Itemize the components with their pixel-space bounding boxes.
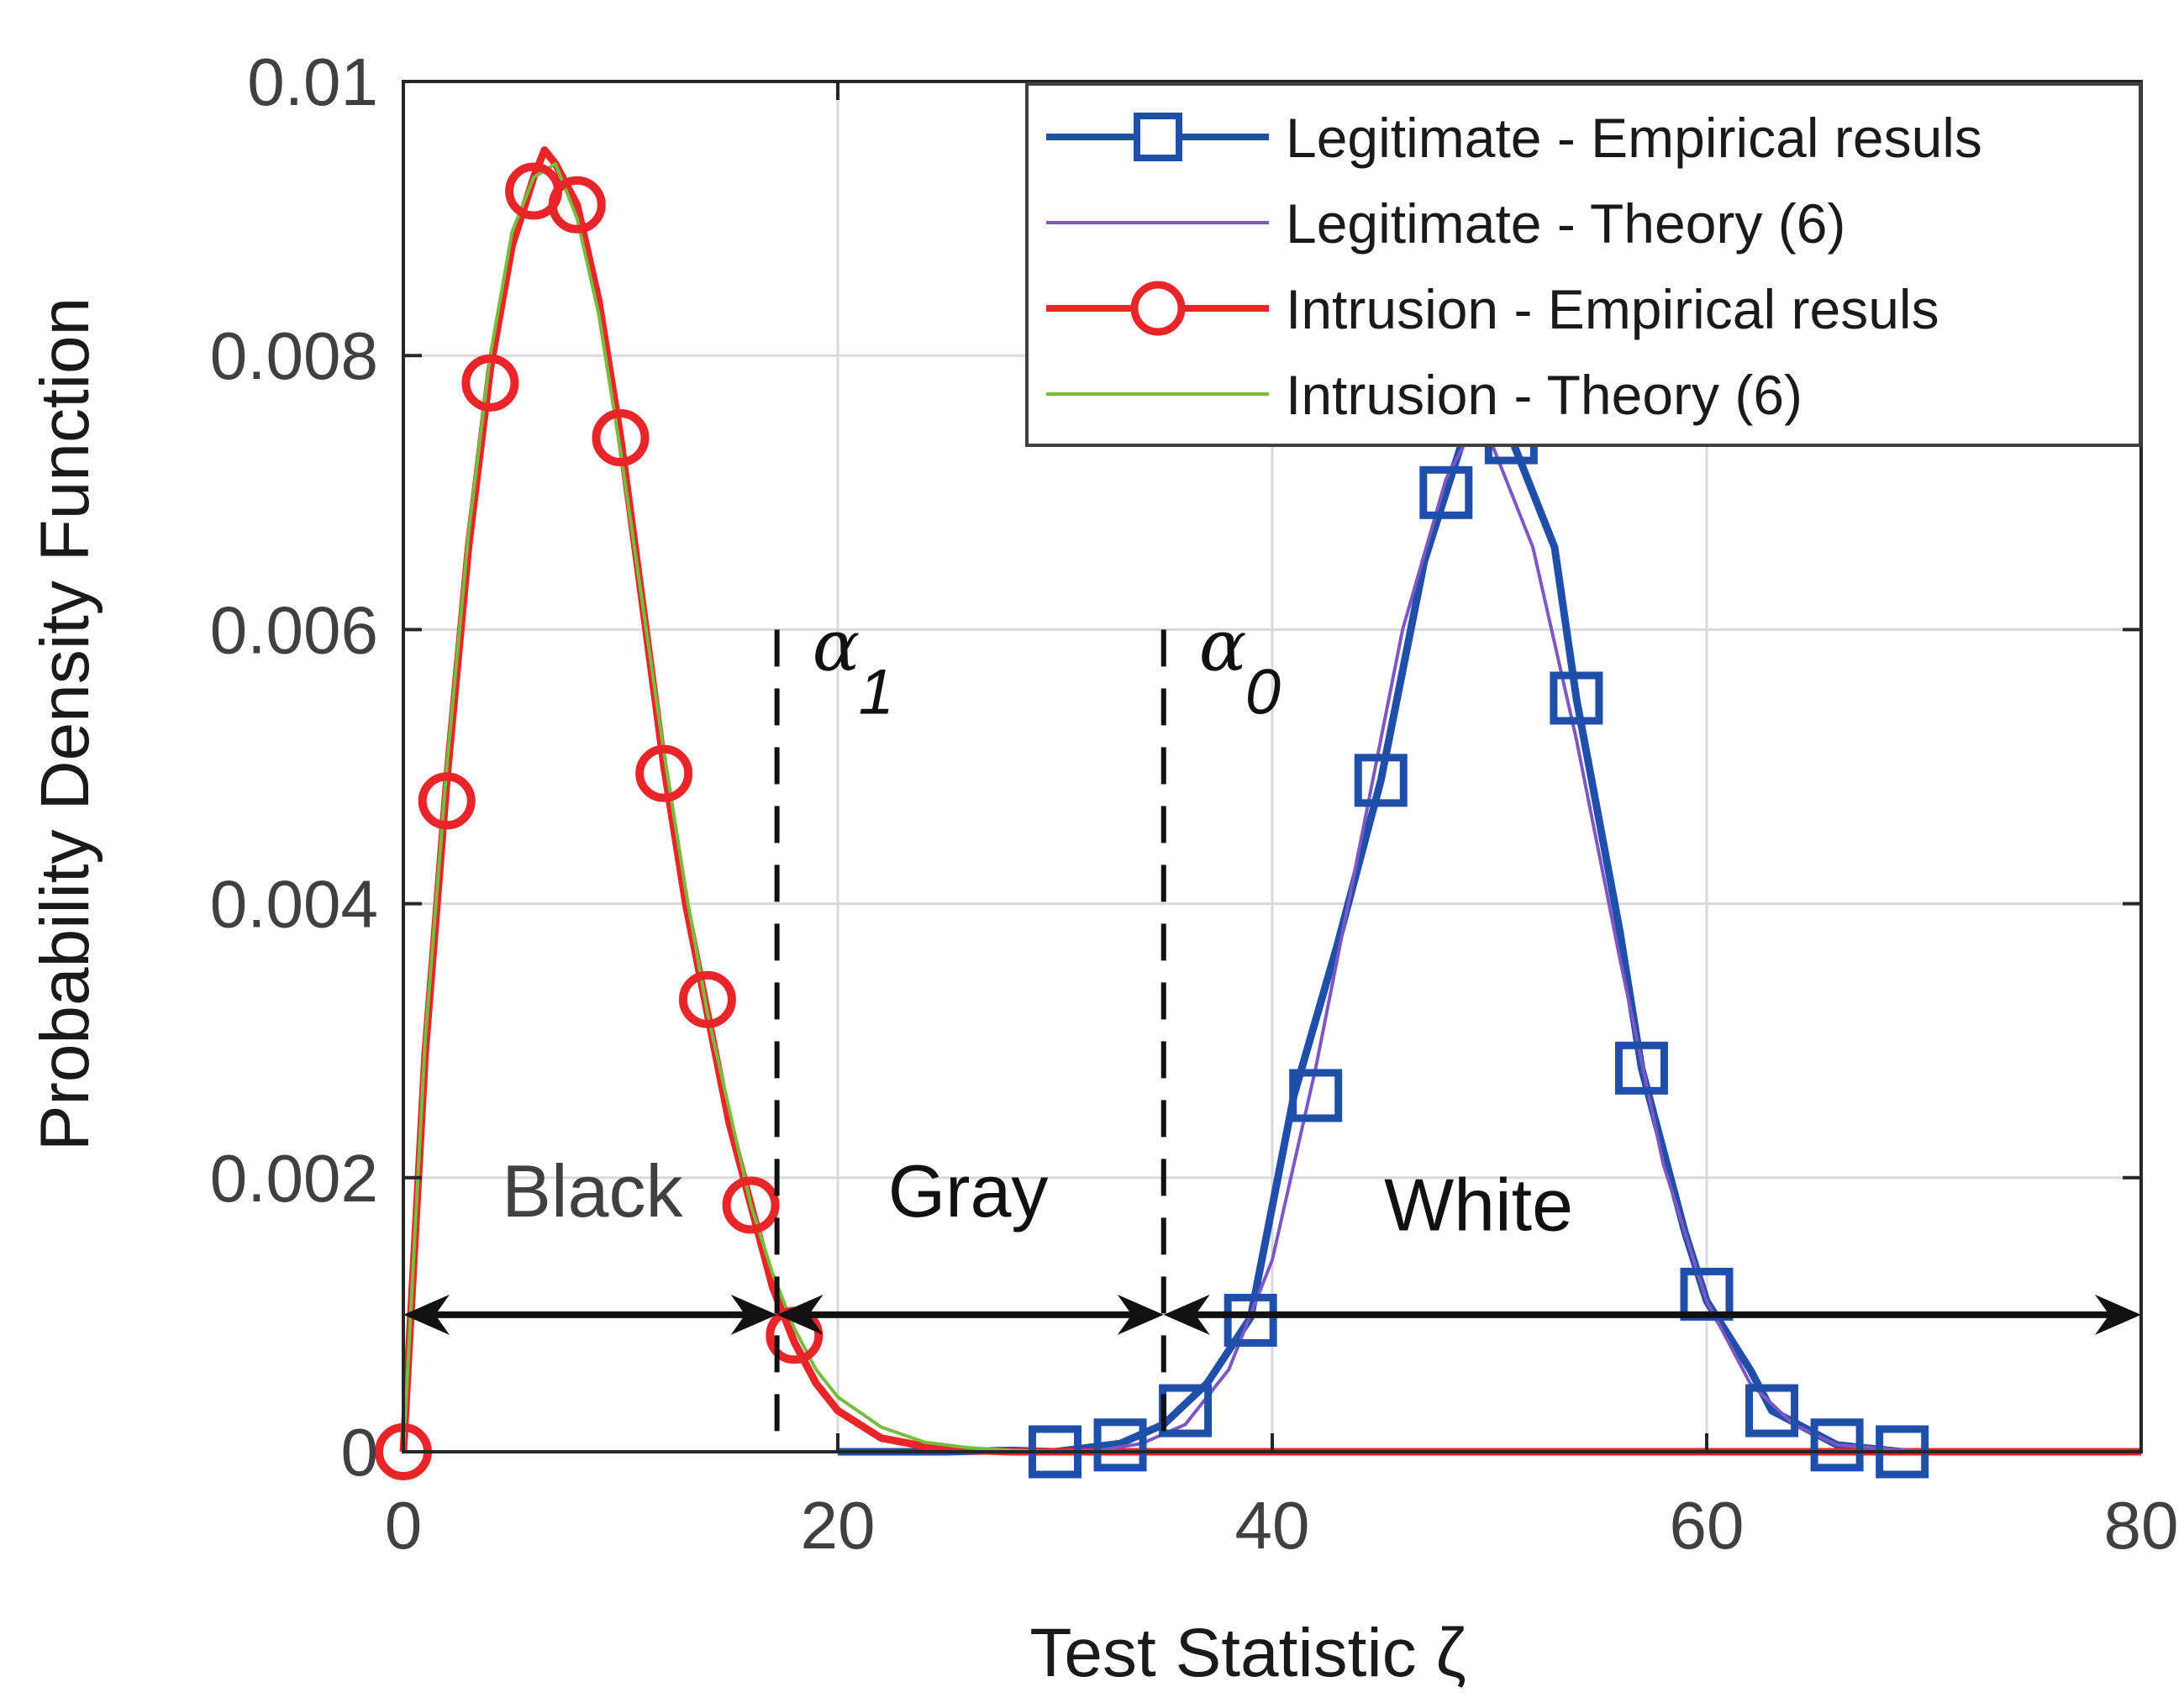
legitimate-square-marker — [1093, 1418, 1147, 1472]
threshold-label-0: α — [813, 604, 860, 686]
legitimate-square-marker — [1419, 465, 1473, 519]
intrusion-circle-marker — [722, 1176, 780, 1234]
intrusion-circle-marker — [678, 970, 736, 1028]
y-tick-label: 0.006 — [210, 592, 378, 667]
region-label-gray: Gray — [888, 1149, 1049, 1233]
legend-marker-square — [1134, 113, 1182, 161]
y-tick-label: 0.004 — [210, 867, 378, 942]
intrusion-circle-marker — [418, 772, 476, 830]
arrow-head-left-1 — [776, 1294, 824, 1335]
threshold-subscript-0: 1 — [859, 656, 894, 728]
arrow-head-left-2 — [1163, 1294, 1210, 1335]
x-tick-label: 40 — [1235, 1488, 1310, 1563]
arrow-head-right-0 — [730, 1294, 777, 1335]
legitimate-square-marker — [1550, 671, 1603, 725]
legend-box — [1025, 82, 2142, 447]
y-tick-label: 0.008 — [210, 318, 378, 393]
legitimate-square-marker — [1354, 754, 1408, 807]
x-axis-title: Test Statistic ζ — [1029, 1615, 1466, 1691]
legend-label-legit-theory: Legitimate - Theory (6) — [1286, 192, 1845, 255]
y-tick-label: 0.01 — [247, 45, 378, 119]
legend: Legitimate - Empirical resuls Legitimate… — [1025, 82, 2142, 447]
arrow-head-right-2 — [2095, 1294, 2141, 1335]
threshold-subscript-1: 0 — [1245, 656, 1281, 728]
x-tick-label: 0 — [385, 1488, 423, 1563]
intrusion-circle-marker — [592, 409, 650, 467]
intrusion-circle-marker — [548, 176, 606, 234]
y-tick-label: 0.002 — [210, 1141, 378, 1216]
axes: 0 20 40 60 80 0 0.002 0.004 0.006 0.008 0.01 — [210, 45, 2179, 1563]
threshold-label-1: α — [1199, 604, 1247, 686]
arrow-head-left-0 — [403, 1294, 450, 1335]
y-tick-label: 0 — [341, 1415, 379, 1490]
legend-marker-circle — [1130, 281, 1186, 336]
legend-label-legit-emp: Legitimate - Empirical resuls — [1286, 107, 1982, 169]
legitimate-square-marker — [1745, 1384, 1799, 1438]
intrusion-circle-marker — [461, 354, 519, 412]
arrow-head-right-1 — [1117, 1294, 1164, 1335]
legitimate-square-marker — [1810, 1418, 1864, 1472]
intrusion-theory-line — [402, 161, 2141, 1453]
legend-label-intr-theory: Intrusion - Theory (6) — [1286, 364, 1802, 426]
region-label-white: White — [1384, 1163, 1573, 1246]
legitimate-square-marker — [1614, 1041, 1668, 1095]
region-label-black: Black — [502, 1149, 683, 1233]
y-axis-title: Probability Density Function — [27, 297, 103, 1151]
x-tick-label: 80 — [2104, 1488, 2179, 1563]
intrusion-circle-marker — [635, 744, 693, 802]
legitimate-square-marker — [1289, 1069, 1343, 1122]
x-tick-label: 60 — [1670, 1488, 1745, 1563]
x-tick-label: 20 — [801, 1488, 876, 1563]
legitimate-square-marker — [1224, 1293, 1277, 1347]
legend-label-intr-emp: Intrusion - Empirical resuls — [1286, 278, 1939, 340]
